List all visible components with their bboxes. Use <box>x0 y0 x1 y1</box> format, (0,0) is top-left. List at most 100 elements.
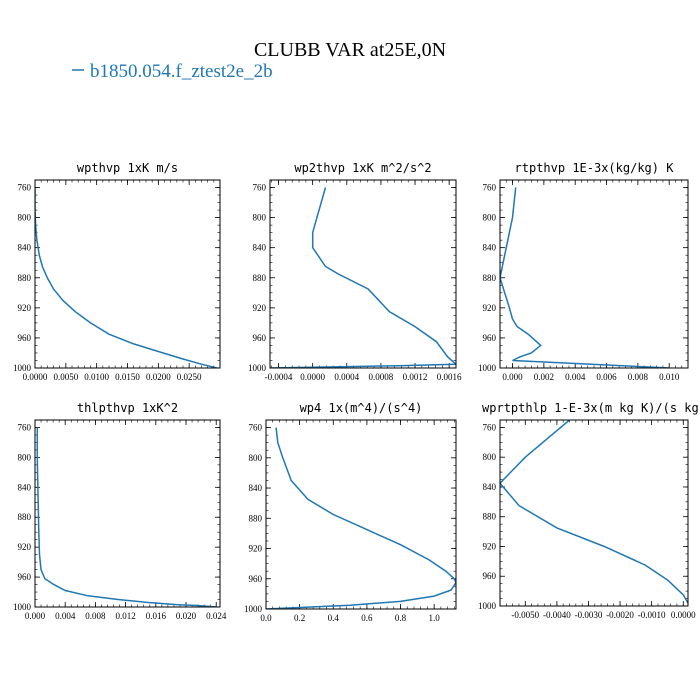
y-tick-label: 960 <box>483 571 497 581</box>
x-tick-label: 0.004 <box>55 611 76 621</box>
y-tick-label: 920 <box>253 303 267 313</box>
y-tick-label: 1000 <box>478 363 497 373</box>
x-tick-label: 0.020 <box>176 611 197 621</box>
plot-frame <box>499 179 689 369</box>
y-tick-label: 920 <box>483 303 497 313</box>
series-line-1 <box>35 187 218 368</box>
x-tick-label: 0.008 <box>628 372 649 382</box>
x-tick-label: 0.0250 <box>177 372 202 382</box>
x-tick-label: 0.000 <box>25 611 46 621</box>
y-tick-label: 760 <box>18 422 32 432</box>
legend-entry: b1850.054.f_ztest2e_2b <box>90 61 273 82</box>
x-tick-label: 0.2 <box>294 613 305 623</box>
y-tick-label: 920 <box>483 541 497 551</box>
y-tick-label: 800 <box>483 452 497 462</box>
x-tick-label: 0.0008 <box>369 372 394 382</box>
y-tick-label: 1000 <box>13 602 32 612</box>
x-tick-label: 0.0000 <box>671 610 696 620</box>
y-tick-label: 800 <box>249 453 263 463</box>
y-tick-label: 840 <box>18 243 32 253</box>
y-tick-label: 880 <box>483 512 497 522</box>
subplot-title: wp4 1x(m^4)/(s^4) <box>300 401 423 415</box>
y-tick-label: 960 <box>483 333 497 343</box>
x-tick-label: -0.0040 <box>543 610 571 620</box>
subplot-title: rtpthvp 1E-3x(kg/kg) K <box>515 161 675 175</box>
y-tick-label: 960 <box>249 574 263 584</box>
x-tick-label: 0.0012 <box>403 372 428 382</box>
y-tick-label: 840 <box>483 243 497 253</box>
x-tick-label: 0.002 <box>534 372 554 382</box>
plot-frame <box>499 419 689 607</box>
y-tick-label: 960 <box>18 572 32 582</box>
x-tick-label: 0.0004 <box>334 372 359 382</box>
x-tick-label: 0.024 <box>206 611 227 621</box>
plot-frame <box>34 179 221 369</box>
y-tick-label: 800 <box>253 213 267 223</box>
x-tick-label: 0.010 <box>659 372 680 382</box>
y-tick-label: 920 <box>18 303 32 313</box>
x-tick-label: 0.0 <box>260 613 272 623</box>
y-tick-label: 800 <box>18 213 32 223</box>
y-tick-label: 840 <box>249 483 263 493</box>
x-tick-label: 0.0200 <box>146 372 171 382</box>
y-tick-label: 880 <box>18 273 32 283</box>
y-tick-label: 960 <box>253 333 267 343</box>
x-tick-label: 0.000 <box>502 372 523 382</box>
x-tick-label: 0.0000 <box>300 372 325 382</box>
x-tick-label: 0.004 <box>565 372 586 382</box>
y-tick-label: 880 <box>18 512 32 522</box>
x-tick-label: 0.0150 <box>115 372 140 382</box>
y-tick-label: 760 <box>483 422 497 432</box>
y-tick-label: 1000 <box>478 601 497 611</box>
plot-frame <box>269 179 457 369</box>
plot-frame <box>265 419 457 610</box>
subplot-4: thlpthvp 1xK^2 0.000 0.004 0.008 0.012 0.016 0… <box>13 401 227 621</box>
x-tick-label: -0.0030 <box>575 610 603 620</box>
x-tick-label: 0.0100 <box>84 372 109 382</box>
y-tick-label: 1000 <box>13 363 32 373</box>
y-tick-label: 880 <box>253 273 267 283</box>
subplot-title: wpthvp 1xK m/s <box>77 161 178 175</box>
subplot-title: wp2thvp 1xK m^2/s^2 <box>294 161 431 175</box>
series-line-1 <box>500 187 670 368</box>
x-tick-label: -0.0004 <box>265 372 293 382</box>
plot-frame <box>34 419 221 608</box>
x-tick-label: 0.008 <box>85 611 106 621</box>
y-tick-label: 920 <box>18 542 32 552</box>
x-tick-label: -0.0010 <box>638 610 666 620</box>
y-tick-label: 840 <box>483 482 497 492</box>
subplot-1: wpthvp 1xK m/s 0.0000 0.0050 0.0100 0.0150 0.… <box>13 161 221 382</box>
figure-title: CLUBB VAR at25E,0N <box>254 39 446 61</box>
y-tick-label: 760 <box>18 183 32 193</box>
x-tick-label: 0.006 <box>596 372 617 382</box>
y-tick-label: 920 <box>249 544 263 554</box>
subplot-2: wp2thvp 1xK m^2/s^2 -0.0004 0.0000 0.0004 0.… <box>248 161 462 382</box>
series-line-1 <box>500 420 688 605</box>
y-tick-label: 760 <box>483 183 497 193</box>
x-tick-label: -0.0050 <box>511 610 539 620</box>
subplot-6: wprtpthlp 1-E-3x(m kg K)/(s kg) -0.0050 -0… <box>478 401 700 620</box>
x-tick-label: 0.0016 <box>437 372 462 382</box>
y-tick-label: 840 <box>253 243 267 253</box>
y-tick-label: 1000 <box>248 363 267 373</box>
subplot-title: thlpthvp 1xK^2 <box>77 401 178 415</box>
y-tick-label: 840 <box>18 482 32 492</box>
subplot-title: wprtpthlp 1-E-3x(m kg K)/(s kg) <box>482 401 700 415</box>
subplot-grid: wpthvp 1xK m/s 0.0000 0.0050 0.0100 0.0150 0.… <box>13 161 700 623</box>
x-tick-label: 0.6 <box>361 613 373 623</box>
y-tick-label: 880 <box>483 273 497 283</box>
subplot-5: wp4 1x(m^4)/(s^4) 0.0 0.2 0.4 0.6 0.8 1.0 760 80… <box>244 401 457 623</box>
x-tick-label: 0.4 <box>328 613 340 623</box>
y-tick-label: 800 <box>483 213 497 223</box>
y-tick-label: 800 <box>18 452 32 462</box>
series-line-1 <box>266 427 456 609</box>
y-tick-label: 880 <box>249 513 263 523</box>
x-tick-label: 0.8 <box>395 613 407 623</box>
x-tick-label: 0.0000 <box>23 372 48 382</box>
y-tick-label: 960 <box>18 333 32 343</box>
y-tick-label: 760 <box>253 183 267 193</box>
x-tick-label: 1.0 <box>429 613 441 623</box>
x-tick-label: 0.0050 <box>53 372 78 382</box>
y-tick-label: 760 <box>249 423 263 433</box>
